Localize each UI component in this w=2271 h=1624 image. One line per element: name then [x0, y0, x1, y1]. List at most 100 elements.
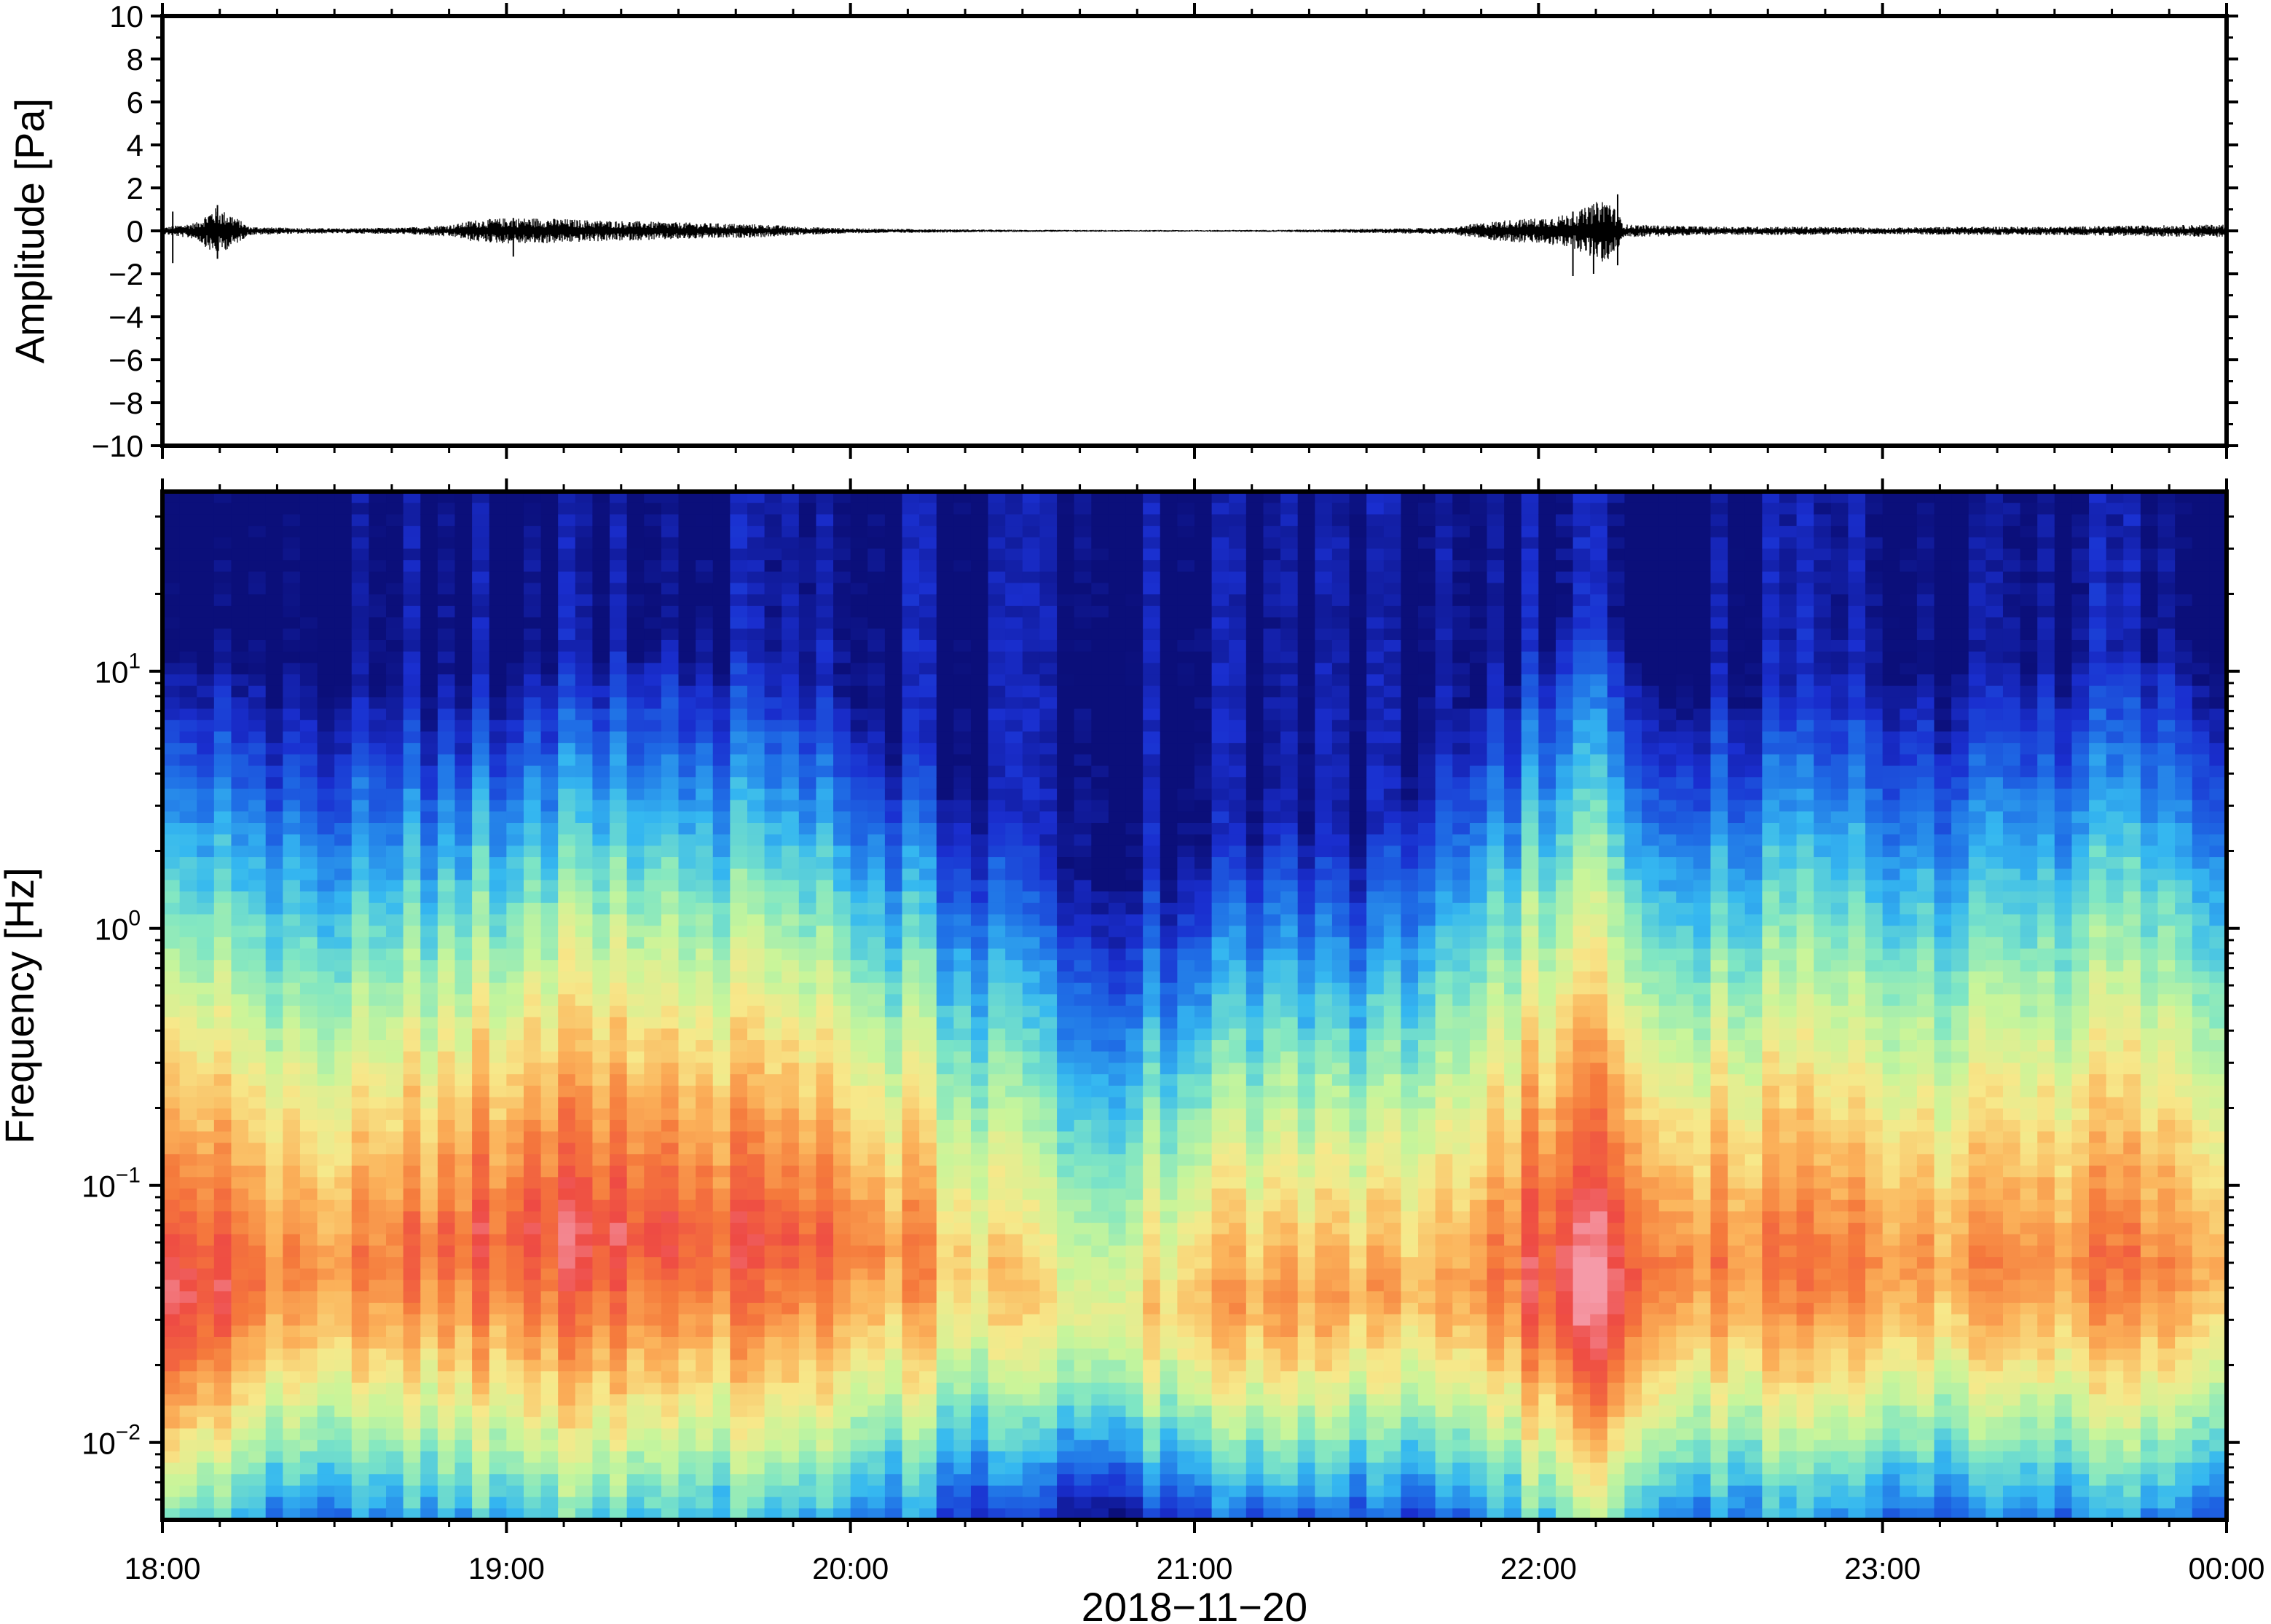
spectrogram-cell [489, 651, 507, 663]
spectrogram-cell [696, 1348, 714, 1360]
spectrogram-cell [162, 1406, 181, 1418]
spectrogram-cell [696, 1474, 714, 1486]
spectrogram-cell [902, 685, 920, 698]
spectrogram-cell [730, 765, 748, 778]
spectrogram-cell [696, 914, 714, 926]
spectrogram-cell [661, 1371, 680, 1384]
spectrogram-cell [953, 971, 972, 984]
spectrogram-cell [386, 1474, 404, 1486]
spectrogram-cell [575, 1325, 594, 1338]
spectrogram-cell [988, 571, 1006, 584]
spectrogram-cell [265, 1177, 283, 1189]
spectrogram-cell [884, 492, 903, 504]
spectrogram-cell [454, 1189, 473, 1201]
spectrogram-cell [678, 800, 696, 812]
spectrogram-cell [936, 1017, 954, 1029]
spectrogram-cell [489, 777, 507, 789]
spectrogram-cell [850, 651, 868, 663]
spectrogram-cell [919, 994, 937, 1006]
spectrogram-cell [712, 1406, 731, 1418]
spectrogram-cell [782, 1245, 800, 1258]
spectrogram-cell [454, 1234, 473, 1247]
spectrogram-cell [764, 1234, 782, 1247]
spectrogram-cell [953, 617, 972, 629]
spectrogram-cell [231, 1074, 249, 1087]
spectrogram-cell [661, 754, 680, 767]
spectrogram-cell [970, 1406, 989, 1418]
spectrogram-cell [730, 492, 748, 504]
spectrogram-cell [558, 571, 576, 584]
spectrogram-cell [179, 571, 197, 584]
spectrogram-cell [782, 514, 800, 527]
spectrogram-cell [317, 685, 335, 698]
spectrogram-cell [1039, 902, 1058, 915]
spectrogram-cell [248, 502, 267, 515]
spectrogram-cell [884, 537, 903, 550]
spectrogram-cell [644, 1508, 662, 1520]
spectrogram-cell [626, 1006, 645, 1018]
spectrogram-cell [369, 1223, 387, 1235]
spectrogram-cell [661, 605, 680, 618]
spectrogram-cell [179, 1017, 197, 1029]
spectrogram-cell [558, 1177, 576, 1189]
spectrogram-cell [265, 537, 283, 550]
spectrogram-cell [472, 982, 490, 995]
spectrogram-cell [540, 628, 559, 641]
spectrogram-cell [696, 663, 714, 675]
spectrogram-cell [919, 1245, 937, 1258]
spectrogram-cell [523, 1291, 542, 1304]
spectrogram-cell [386, 1097, 404, 1109]
spectrogram-cell [334, 891, 353, 904]
spectrogram-cell [1022, 1268, 1041, 1281]
spectrogram-cell [283, 594, 301, 607]
spectrogram-cell [386, 1234, 404, 1247]
spectrogram-cell [798, 743, 817, 755]
spectrogram-cell [454, 492, 473, 504]
spectrogram-cell [472, 994, 490, 1006]
spectrogram-cell [816, 731, 834, 744]
spectrogram-cell [988, 1051, 1006, 1064]
spectrogram-cell [919, 777, 937, 789]
spectrogram-cell [351, 571, 369, 584]
spectrogram-cell [351, 674, 369, 687]
spectrogram-cell [489, 571, 507, 584]
spectrogram-cell [712, 1360, 731, 1372]
spectrogram-cell [592, 1406, 610, 1418]
spectrogram-cell [403, 754, 421, 767]
spectrogram-cell [1005, 537, 1023, 550]
spectrogram-cell [575, 1097, 594, 1109]
spectrogram-cell [179, 1268, 197, 1281]
spectrogram-cell [248, 709, 267, 721]
spectrogram-cell [833, 1302, 851, 1315]
spectrogram-cell [540, 1406, 559, 1418]
spectrogram-cell [661, 1119, 680, 1132]
spectrogram-cell [420, 1406, 438, 1418]
spectrogram-cell [919, 1028, 937, 1041]
spectrogram-cell [506, 1245, 524, 1258]
spectrogram-cell [283, 994, 301, 1006]
spectrogram-cell [798, 628, 817, 641]
spectrogram-cell [540, 1474, 559, 1486]
spectrogram-cell [884, 788, 903, 801]
spectrogram-cell [764, 1302, 782, 1315]
spectrogram-cell [179, 1051, 197, 1064]
spectrogram-cell [265, 891, 283, 904]
spectrogram-cell [1057, 1040, 1075, 1052]
spectrogram-cell [850, 971, 868, 984]
spectrogram-cell [867, 754, 886, 767]
spectrogram-cell [953, 914, 972, 926]
spectrogram-cell [661, 1348, 680, 1360]
spectrogram-cell [575, 1371, 594, 1384]
spectrogram-cell [798, 1371, 817, 1384]
spectrogram-cell [850, 834, 868, 846]
spectrogram-cell [936, 1245, 954, 1258]
spectrogram-cell [592, 502, 610, 515]
spectrogram-cell [730, 948, 748, 961]
spectrogram-cell [1057, 617, 1075, 629]
spectrogram-cell [213, 1462, 232, 1475]
spectrogram-cell [437, 743, 456, 755]
spectrogram-cell [1057, 994, 1075, 1006]
spectrogram-cell [334, 1234, 353, 1247]
spectrogram-cell [1022, 1416, 1041, 1430]
spectrogram-cell [610, 800, 628, 812]
